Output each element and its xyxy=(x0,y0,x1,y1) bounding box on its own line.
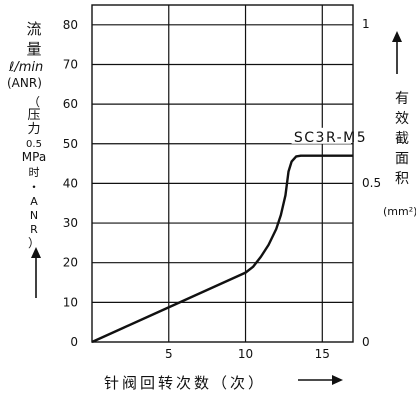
right-axis-title-char: 截 xyxy=(395,131,409,147)
y-left-tick-label: 70 xyxy=(63,57,78,71)
y-left-tick-label: 30 xyxy=(63,216,78,230)
left-axis-condition-char: 力 xyxy=(27,122,41,137)
y-left-tick-label: 60 xyxy=(63,97,78,111)
left-axis-condition-char: 0.5 xyxy=(26,139,42,150)
plot-frame xyxy=(91,4,354,343)
y-left-tick-label: 10 xyxy=(63,295,78,309)
x-tick-label: 5 xyxy=(165,347,173,361)
right-axis-title-char: 有 xyxy=(395,91,409,107)
left-axis-condition-char: MPa xyxy=(21,150,47,164)
right-axis-title-char: 积 xyxy=(395,171,409,187)
right-axis-unit: (mm²) xyxy=(383,205,416,218)
left-axis-condition-char: ・ xyxy=(27,180,40,194)
series-label-background xyxy=(291,127,351,144)
right-axis-title-char: 效 xyxy=(395,111,409,127)
x-axis-title: 针阀回转次数（次） xyxy=(104,374,267,392)
y-left-tick-label: 50 xyxy=(63,137,78,151)
left-axis-condition-char: 压 xyxy=(27,108,41,123)
right-axis-title-char: 面 xyxy=(395,151,409,167)
y-left-tick-label: 20 xyxy=(63,256,78,270)
left-axis-title-char: 量 xyxy=(26,40,42,58)
left-axis-condition-char: R xyxy=(30,223,38,236)
left-axis-condition-char: 时 xyxy=(28,166,40,179)
left-axis-condition-char: A xyxy=(30,195,38,208)
x-tick-label: 10 xyxy=(238,347,253,361)
x-axis-arrow-head xyxy=(332,375,343,385)
left-axis-unit-note: (ANR) xyxy=(7,76,42,90)
y-right-tick-label: 0 xyxy=(362,335,370,349)
y-right-tick-label: 0.5 xyxy=(362,176,381,190)
y-left-tick-label: 40 xyxy=(63,176,78,190)
x-tick-label: 15 xyxy=(315,347,330,361)
series-label: SC3R-M5 xyxy=(294,130,367,146)
y-right-tick-label: 1 xyxy=(362,17,370,31)
left-axis-title-char: 流 xyxy=(26,20,42,38)
left-axis-unit: ℓ/min xyxy=(9,60,44,75)
right-axis-arrow-head xyxy=(392,31,402,42)
series-line xyxy=(91,154,353,344)
y-left-tick-label: 80 xyxy=(63,18,78,32)
left-axis-condition-char: N xyxy=(29,209,39,222)
left-axis-arrow-head xyxy=(31,247,41,258)
left-axis-condition-char: （ xyxy=(27,95,40,109)
y-left-tick-label: 0 xyxy=(70,335,78,349)
left-axis-condition-char: ） xyxy=(27,236,40,250)
